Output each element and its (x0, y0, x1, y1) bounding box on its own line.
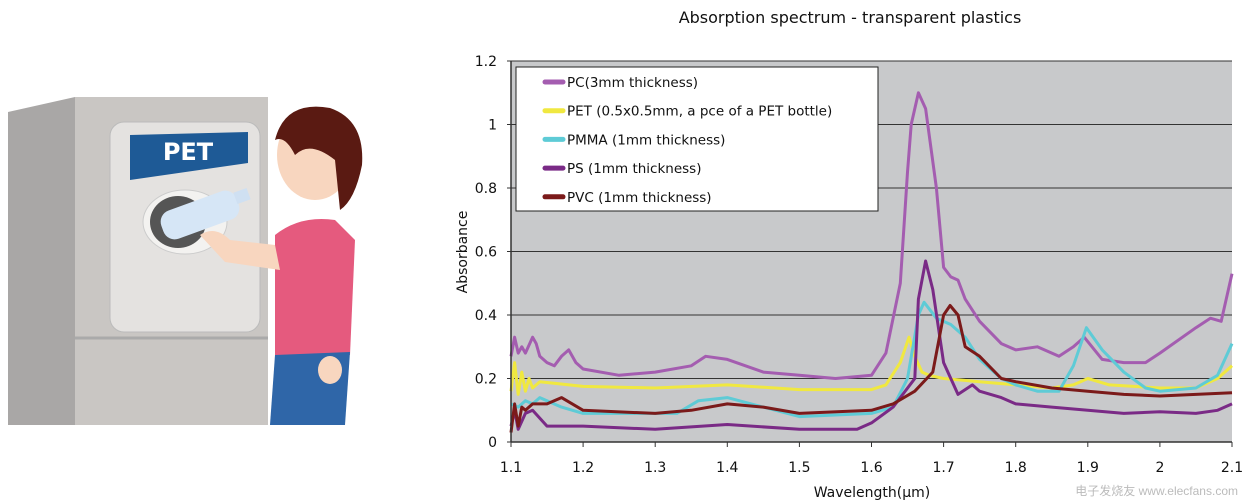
person-shirt (275, 219, 355, 358)
axes: 0 0.2 0.4 0.6 0.8 1 1.2 1.1 1.2 1.3 1.4 1.5 1.6 1.7 1.… (475, 54, 1243, 476)
series-line (509, 304, 1233, 433)
x-tick-label: 1.7 (932, 460, 954, 476)
series-group (509, 91, 1234, 433)
series-line (510, 300, 1234, 419)
y-tick-label: 1.2 (475, 54, 497, 70)
x-tick-label: 1.9 (1077, 460, 1099, 476)
x-tick-label: 1.4 (716, 460, 738, 476)
person-hand (318, 356, 342, 384)
y-tick-label: 0.8 (475, 181, 497, 197)
legend-label: PVC (1mm thickness) (567, 190, 712, 206)
chart-title: Absorption spectrum - transparent plasti… (679, 8, 1022, 27)
person-hair (275, 106, 363, 210)
x-tick-label: 2 (1155, 460, 1164, 476)
y-tick-label: 0.2 (475, 372, 497, 388)
bottle-icon (160, 187, 251, 240)
x-tick-label: 1.5 (788, 460, 810, 476)
sign-label: PET (163, 138, 214, 166)
x-tick-label: 1.1 (500, 460, 522, 476)
x-tick-label: 2.1 (1221, 460, 1243, 476)
series-line (509, 335, 1233, 396)
legend-label: PMMA (1mm thickness) (567, 132, 725, 148)
x-tick-label: 1.8 (1005, 460, 1027, 476)
x-tick-label: 1.2 (572, 460, 594, 476)
pet-sign (130, 132, 248, 180)
watermark: 电子发烧友 www.elecfans.com (1075, 483, 1238, 498)
x-tick-label: 1.3 (644, 460, 666, 476)
legend-box (515, 66, 879, 212)
legend: PC(3mm thickness) PET (0.5x0.5mm, a pce o… (515, 66, 879, 212)
legend-label: PS (1mm thickness) (567, 161, 702, 177)
person-arm (200, 231, 280, 270)
y-tick-label: 1 (488, 118, 497, 134)
y-tick-label: 0.6 (475, 245, 497, 261)
machine-side (8, 97, 75, 425)
recycling-illustration: PET (8, 97, 363, 425)
y-tick-label: 0.4 (475, 308, 497, 324)
x-axis-label: Wavelength(μm) (814, 485, 931, 501)
y-tick-label: 0 (488, 435, 497, 451)
y-axis-label: Absorbance (455, 211, 471, 294)
legend-label: PC(3mm thickness) (567, 75, 698, 91)
x-tick-label: 1.6 (860, 460, 882, 476)
legend-label: PET (0.5x0.5mm, a pce of a PET bottle) (567, 104, 832, 120)
series-line (509, 259, 1233, 431)
